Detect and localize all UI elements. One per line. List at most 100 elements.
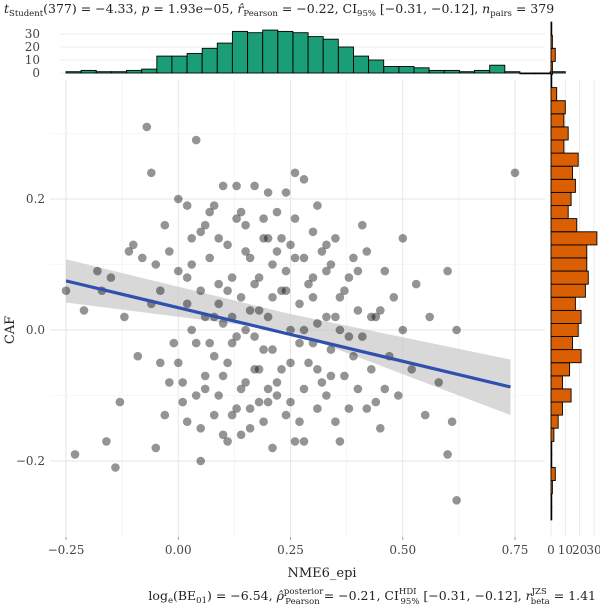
- scatter-point: [340, 371, 349, 381]
- scatter-point: [362, 404, 372, 413]
- scatter-point: [313, 201, 322, 210]
- scatter-point: [187, 325, 196, 335]
- scatter-point: [259, 345, 268, 354]
- scatter-point: [227, 410, 237, 420]
- scatter-point: [263, 384, 273, 394]
- scatter-point: [245, 424, 255, 433]
- chart-caption: loge(BE01) = −6.54, ρ̂posterior Pearson =…: [148, 587, 596, 607]
- scatter-point: [281, 286, 291, 296]
- scatter-point: [304, 279, 313, 289]
- scatter-point: [218, 319, 228, 328]
- y-axis-label: CAF: [3, 316, 18, 344]
- scatter-point: [295, 299, 304, 309]
- scatter-point: [227, 273, 237, 282]
- scatter-point: [218, 371, 228, 381]
- scatter-point: [205, 253, 214, 263]
- scatter-point: [263, 234, 273, 243]
- right-hist-bar: [550, 100, 566, 115]
- scatter-point: [452, 325, 461, 335]
- right-hist-bar: [550, 218, 578, 233]
- scatter-point: [182, 273, 192, 282]
- scatter-point: [443, 266, 452, 276]
- scatter-point: [174, 194, 183, 204]
- top-hist-bar: [353, 55, 370, 74]
- scatter-point: [245, 306, 255, 315]
- scatter-point: [245, 404, 255, 413]
- scatter-point: [344, 273, 354, 282]
- right-hist-bar: [550, 493, 553, 508]
- scatter-point: [286, 397, 295, 407]
- scatter-point: [353, 306, 363, 315]
- scatter-point: [205, 338, 214, 348]
- scatter-point: [290, 253, 300, 263]
- scatter-point: [268, 443, 277, 453]
- top-hist-bar: [277, 30, 294, 74]
- scatter-point: [272, 247, 282, 256]
- top-hist-bar: [110, 71, 127, 74]
- confidence-band: [66, 259, 511, 416]
- scatter-point: [250, 365, 259, 374]
- right-hist-tick-label: 0: [547, 543, 555, 557]
- scatter-point: [281, 266, 291, 276]
- scatter-point: [362, 247, 372, 256]
- scatter-point: [156, 358, 165, 368]
- scatter-point: [263, 188, 273, 197]
- top-hist-bar: [398, 66, 415, 74]
- scatter-point: [70, 450, 80, 459]
- scatter-point: [120, 312, 129, 322]
- right-hist-bar: [550, 453, 553, 468]
- scatter-point: [313, 404, 322, 413]
- right-hist-bar: [550, 21, 553, 36]
- scatter-point: [254, 273, 264, 282]
- scatter-point: [178, 397, 187, 407]
- scatter-point: [349, 351, 358, 361]
- scatter-point: [268, 293, 277, 302]
- scatter-point: [250, 181, 259, 191]
- scatter-point: [411, 279, 421, 289]
- scatter-point: [223, 358, 232, 368]
- top-hist-bar: [247, 32, 264, 74]
- right-hist-bar: [550, 244, 588, 259]
- scatter-point: [232, 332, 241, 341]
- scatter-point: [335, 293, 345, 302]
- scatter-point: [277, 365, 286, 374]
- scatter-point: [142, 122, 152, 132]
- top-hist-bar: [231, 30, 248, 74]
- scatter-point: [317, 247, 327, 256]
- scatter-point: [236, 293, 246, 302]
- scatter-point: [281, 188, 291, 197]
- right-hist-tick-label: 20: [572, 543, 587, 557]
- scatter-point: [326, 371, 336, 381]
- top-hist-bar: [428, 69, 445, 74]
- scatter-point: [447, 417, 457, 427]
- scatter-point: [209, 351, 219, 361]
- scatter-point: [281, 410, 291, 420]
- right-hist-bar: [550, 178, 576, 193]
- scatter-point: [452, 496, 461, 505]
- scatter-point: [214, 234, 223, 243]
- right-hist-bar: [550, 322, 579, 337]
- right-hist-bar: [550, 362, 571, 377]
- top-hist-tick-label: 20: [25, 40, 40, 54]
- scatter-point: [313, 319, 322, 328]
- x-tick-label: 0.00: [165, 543, 192, 557]
- scatter-point: [290, 214, 300, 223]
- scatter-point: [151, 443, 161, 453]
- y-tick-label: −0.2: [16, 454, 45, 468]
- scatter-point: [299, 253, 309, 263]
- regression-line: [65, 279, 511, 389]
- scatter-point: [205, 207, 214, 217]
- top-hist-bar: [413, 67, 430, 74]
- right-hist-bar: [550, 375, 563, 390]
- scatter-point: [191, 338, 201, 348]
- scatter-point: [367, 312, 376, 322]
- scatter-point: [196, 424, 205, 433]
- scatter-point: [259, 417, 268, 427]
- scatter-point: [299, 437, 309, 446]
- scatter-point: [371, 397, 381, 407]
- scatter-point: [353, 384, 363, 394]
- right-hist-bar: [550, 414, 559, 429]
- top-hist-bar: [141, 68, 158, 74]
- right-hist-bar: [550, 113, 565, 128]
